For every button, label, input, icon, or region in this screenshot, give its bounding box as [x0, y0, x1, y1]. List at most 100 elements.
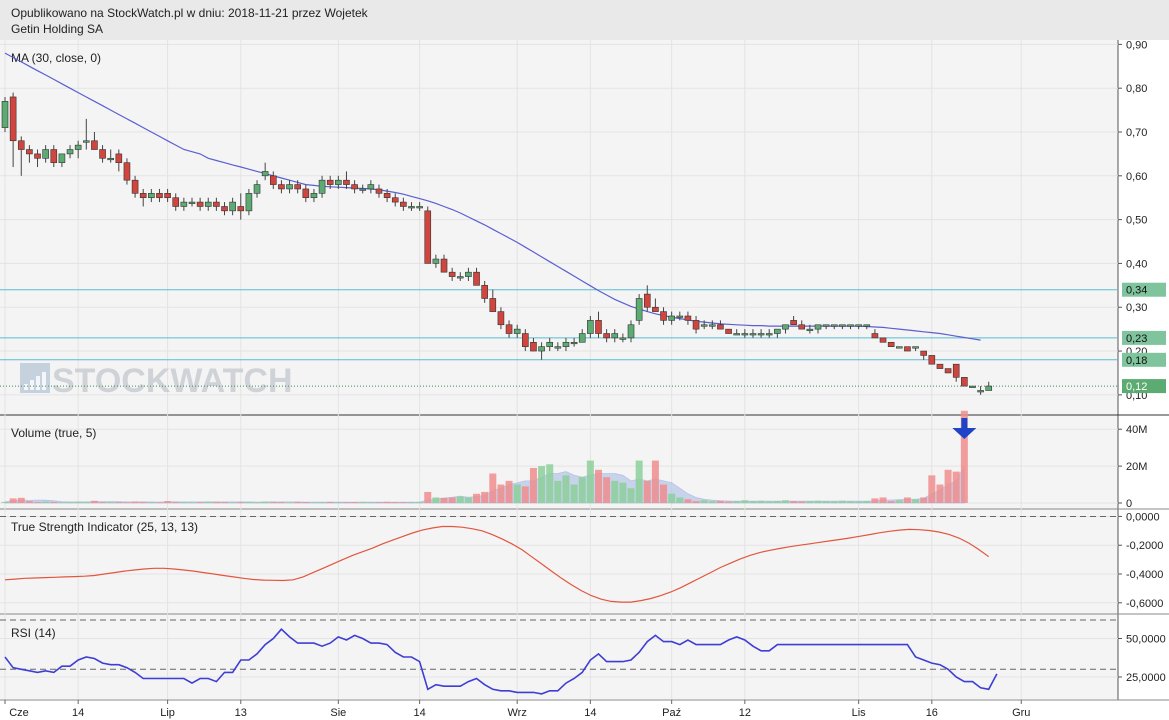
volume-bar[interactable] [204, 501, 212, 503]
candle[interactable] [643, 293, 651, 308]
volume-bar[interactable] [375, 502, 383, 503]
candle[interactable] [513, 328, 521, 334]
volume-bar[interactable] [773, 501, 781, 503]
volume-bar[interactable] [749, 501, 757, 503]
candle[interactable] [790, 320, 797, 326]
candle[interactable] [383, 193, 391, 199]
volume-bar[interactable] [489, 473, 497, 503]
candle[interactable] [131, 179, 139, 194]
volume-bar[interactable] [123, 502, 131, 503]
candle[interactable] [961, 377, 968, 387]
volume-bar[interactable] [497, 484, 505, 503]
candle[interactable] [684, 315, 692, 321]
candle[interactable] [497, 311, 505, 326]
candle[interactable] [855, 324, 862, 327]
volume-bar[interactable] [221, 502, 229, 503]
volume-bar[interactable] [586, 460, 594, 503]
volume-bar[interactable] [692, 501, 700, 503]
volume-bar[interactable] [521, 486, 529, 503]
candle[interactable] [765, 333, 773, 336]
candle[interactable] [676, 315, 684, 318]
candle[interactable] [692, 320, 700, 330]
candle[interactable] [34, 153, 41, 159]
volume-bar[interactable] [155, 502, 163, 503]
volume-bar[interactable] [798, 501, 806, 503]
candle[interactable] [887, 341, 895, 347]
volume-bar[interactable] [733, 501, 741, 503]
candle[interactable] [619, 337, 627, 340]
candle[interactable] [432, 258, 440, 264]
volume-bar[interactable] [822, 501, 830, 503]
volume-bar[interactable] [960, 410, 968, 503]
candle[interactable] [180, 201, 188, 207]
volume-bar[interactable] [684, 499, 692, 503]
candle[interactable] [26, 149, 33, 155]
candle[interactable] [359, 188, 367, 191]
candle[interactable] [253, 184, 261, 194]
candle[interactable] [269, 175, 277, 185]
candle[interactable] [91, 140, 98, 150]
candle[interactable] [229, 201, 236, 212]
volume-bar[interactable] [757, 500, 765, 503]
volume-bar[interactable] [196, 502, 204, 503]
volume-bar[interactable] [928, 475, 936, 503]
candle[interactable] [717, 324, 724, 330]
candle[interactable] [879, 337, 887, 343]
candle[interactable] [351, 184, 358, 190]
candle[interactable] [123, 162, 131, 181]
candle[interactable] [237, 206, 245, 212]
candle[interactable] [74, 144, 82, 150]
volume-bar[interactable] [546, 464, 554, 503]
volume-bar[interactable] [594, 469, 602, 503]
volume-bar[interactable] [708, 501, 716, 503]
volume-bar[interactable] [578, 477, 586, 503]
candle[interactable] [335, 179, 342, 185]
candle[interactable] [66, 149, 74, 155]
volume-bar[interactable] [66, 502, 74, 503]
candle[interactable] [448, 271, 456, 277]
volume-bar[interactable] [310, 502, 318, 503]
volume-bar[interactable] [74, 501, 82, 503]
candle[interactable] [798, 324, 806, 330]
candle[interactable] [99, 149, 106, 159]
volume-bar[interactable] [277, 502, 285, 503]
candle[interactable] [148, 193, 155, 199]
candle[interactable] [245, 193, 253, 212]
candle[interactable] [505, 324, 513, 334]
candle[interactable] [627, 324, 635, 339]
candle[interactable] [213, 201, 220, 207]
volume-bar[interactable] [318, 502, 326, 503]
volume-bar[interactable] [741, 500, 749, 503]
volume-bar[interactable] [172, 501, 180, 503]
volume-bar[interactable] [99, 502, 107, 503]
candle[interactable] [652, 306, 659, 312]
volume-bar[interactable] [399, 502, 407, 503]
candle[interactable] [139, 193, 147, 199]
candle[interactable] [302, 188, 310, 199]
candle[interactable] [196, 201, 204, 207]
candle[interactable] [391, 197, 399, 203]
volume-bar[interactable] [180, 502, 188, 503]
volume-bar[interactable] [635, 460, 643, 503]
candle[interactable] [261, 171, 269, 177]
volume-bar[interactable] [570, 484, 578, 503]
volume-bar[interactable] [456, 496, 464, 503]
candle[interactable] [895, 346, 903, 349]
candle[interactable] [944, 368, 952, 374]
candle[interactable] [164, 193, 171, 199]
volume-bar[interactable] [58, 502, 66, 503]
volume-bar[interactable] [505, 480, 513, 503]
volume-bar[interactable] [302, 502, 310, 503]
candle[interactable] [326, 179, 334, 185]
volume-bar[interactable] [440, 497, 448, 503]
candle[interactable] [294, 184, 301, 190]
volume-bar[interactable] [269, 501, 277, 503]
volume-bar[interactable] [481, 491, 489, 503]
volume-bar[interactable] [131, 501, 139, 503]
candle[interactable] [310, 193, 318, 199]
candle[interactable] [489, 298, 497, 312]
candle[interactable] [635, 298, 643, 321]
candle[interactable] [107, 157, 114, 161]
volume-bar[interactable] [912, 499, 920, 503]
volume-bar[interactable] [34, 502, 42, 503]
